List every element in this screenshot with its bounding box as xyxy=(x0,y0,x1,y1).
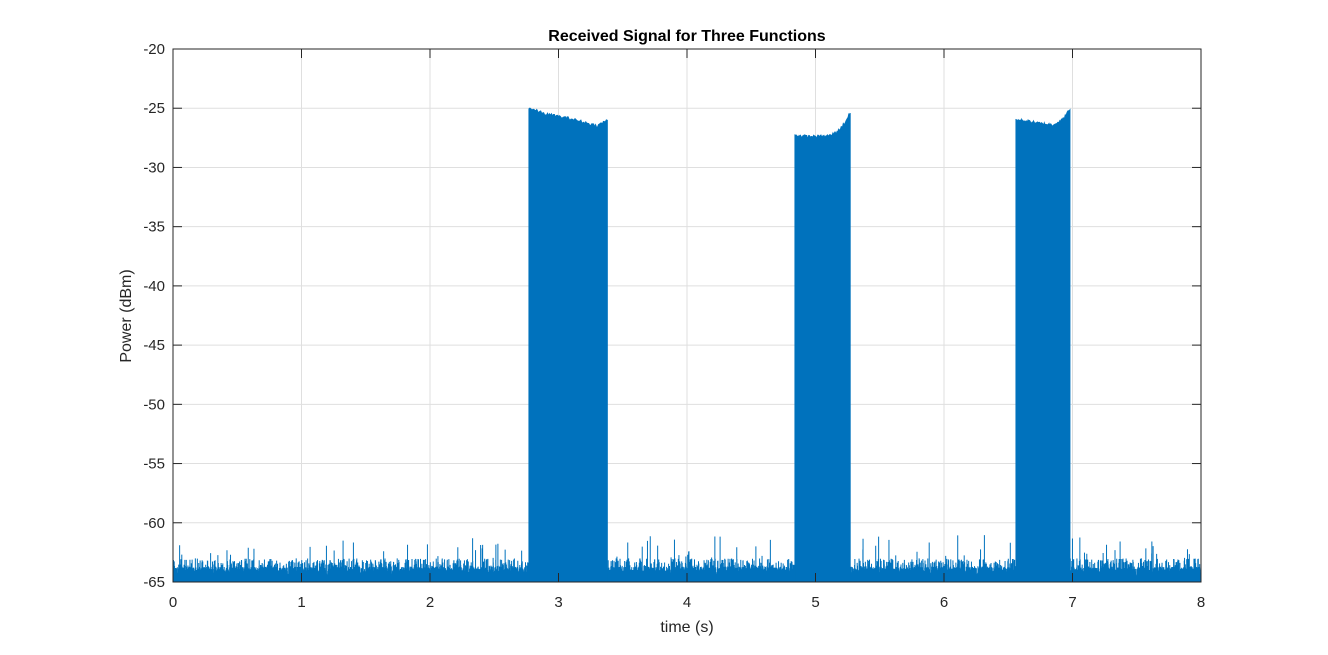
signal-burst-2 xyxy=(794,112,851,583)
signal-burst-1 xyxy=(528,107,608,583)
x-tick-label: 8 xyxy=(1197,594,1205,611)
y-tick-label: -65 xyxy=(143,574,165,591)
y-tick-label: -35 xyxy=(143,219,165,236)
y-tick-label: -55 xyxy=(143,456,165,473)
y-tick-label: -50 xyxy=(143,396,165,413)
signal-series xyxy=(172,107,1202,583)
y-tick-label: -20 xyxy=(143,41,165,58)
y-tick-labels: -20 -25 -30 -35 -40 -45 -50 -55 -60 -65 xyxy=(143,41,165,591)
signal-burst-3 xyxy=(1015,108,1071,583)
x-axis-label: time (s) xyxy=(660,619,713,636)
x-tick-label: 2 xyxy=(426,594,434,611)
y-axis-label: Power (dBm) xyxy=(118,269,135,362)
x-tick-label: 5 xyxy=(811,594,819,611)
x-tick-label: 0 xyxy=(169,594,177,611)
x-tick-labels: 0 1 2 3 4 5 6 7 8 xyxy=(169,594,1205,611)
ticks xyxy=(172,48,1202,583)
x-tick-label: 1 xyxy=(297,594,305,611)
x-tick-label: 3 xyxy=(554,594,562,611)
x-tick-label: 4 xyxy=(683,594,691,611)
chart-title: Received Signal for Three Functions xyxy=(548,28,825,45)
y-tick-label: -45 xyxy=(143,337,165,354)
y-tick-label: -30 xyxy=(143,159,165,176)
x-tick-label: 6 xyxy=(940,594,948,611)
y-tick-label: -60 xyxy=(143,515,165,532)
y-tick-label: -25 xyxy=(143,100,165,117)
y-tick-label: -40 xyxy=(143,278,165,295)
x-tick-label: 7 xyxy=(1068,594,1076,611)
